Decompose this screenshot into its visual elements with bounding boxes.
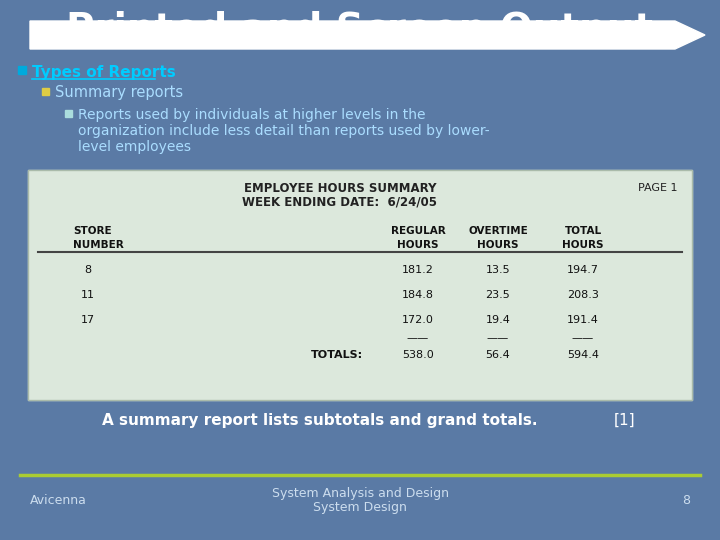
Bar <box>42 88 49 95</box>
Text: 172.0: 172.0 <box>402 315 434 325</box>
Text: organization include less detail than reports used by lower-: organization include less detail than re… <box>78 124 490 138</box>
Text: OVERTIME
HOURS: OVERTIME HOURS <box>468 226 528 249</box>
Text: Avicenna: Avicenna <box>30 494 87 507</box>
Text: 538.0: 538.0 <box>402 350 434 360</box>
Text: 13.5: 13.5 <box>486 265 510 275</box>
Text: System Design: System Design <box>313 502 407 515</box>
Text: 594.4: 594.4 <box>567 350 599 360</box>
Text: Types of Reports: Types of Reports <box>32 64 176 79</box>
Text: Reports used by individuals at higher levels in the: Reports used by individuals at higher le… <box>78 108 426 122</box>
Text: EMPLOYEE HOURS SUMMARY: EMPLOYEE HOURS SUMMARY <box>244 181 436 194</box>
FancyArrow shape <box>30 21 705 49</box>
Text: TOTAL
HOURS: TOTAL HOURS <box>562 226 604 249</box>
Text: 11: 11 <box>81 290 95 300</box>
Text: level employees: level employees <box>78 140 191 154</box>
Text: System Analysis and Design: System Analysis and Design <box>271 488 449 501</box>
Text: STORE
NUMBER: STORE NUMBER <box>73 226 124 249</box>
Text: A summary report lists subtotals and grand totals.: A summary report lists subtotals and gra… <box>102 413 538 428</box>
Text: Summary reports: Summary reports <box>55 85 183 100</box>
Text: 23.5: 23.5 <box>485 290 510 300</box>
Text: REGULAR
HOURS: REGULAR HOURS <box>391 226 446 249</box>
Text: 19.4: 19.4 <box>485 315 510 325</box>
Text: 184.8: 184.8 <box>402 290 434 300</box>
Text: 191.4: 191.4 <box>567 315 599 325</box>
Text: ——: —— <box>407 333 429 343</box>
Text: [1]: [1] <box>614 413 636 428</box>
Bar <box>65 110 72 117</box>
Text: 17: 17 <box>81 315 95 325</box>
Text: TOTALS:: TOTALS: <box>311 350 363 360</box>
Text: WEEK ENDING DATE:  6/24/05: WEEK ENDING DATE: 6/24/05 <box>243 195 438 208</box>
Text: 8: 8 <box>682 494 690 507</box>
Text: ——: —— <box>572 333 594 343</box>
Text: 194.7: 194.7 <box>567 265 599 275</box>
Text: PAGE 1: PAGE 1 <box>637 183 677 193</box>
Text: 56.4: 56.4 <box>485 350 510 360</box>
Bar <box>18 66 26 74</box>
Text: Printed and Screen Output: Printed and Screen Output <box>66 11 654 49</box>
Text: 8: 8 <box>84 265 91 275</box>
Text: ——: —— <box>487 333 509 343</box>
Bar <box>28 170 692 400</box>
Text: 181.2: 181.2 <box>402 265 434 275</box>
Text: 208.3: 208.3 <box>567 290 599 300</box>
Bar <box>28 170 692 400</box>
